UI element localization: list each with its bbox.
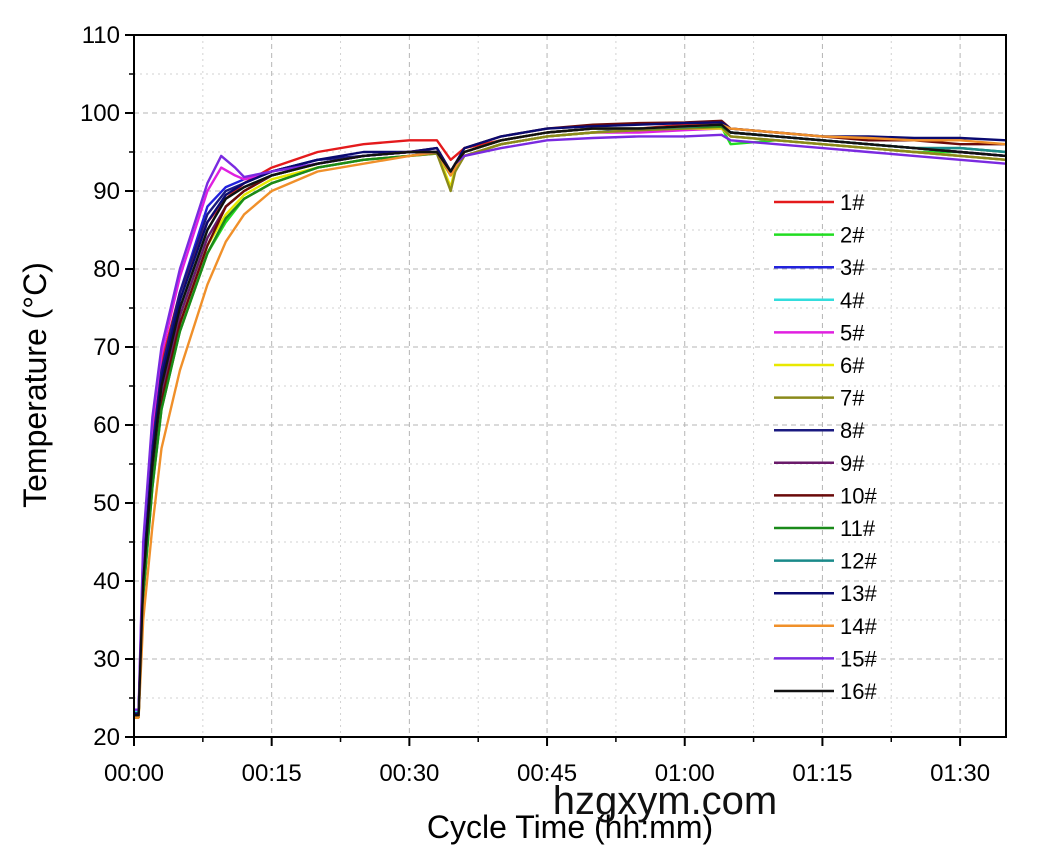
legend-label-2#: 2#	[840, 223, 865, 248]
legend-label-4#: 4#	[840, 288, 865, 313]
legend-label-10#: 10#	[840, 483, 877, 508]
watermark-text: hzgxym.com	[553, 779, 778, 823]
y-tick-label: 50	[93, 490, 120, 517]
series-line-14#	[134, 123, 1007, 719]
y-tick-label: 80	[93, 256, 120, 283]
legend-label-9#: 9#	[840, 451, 865, 476]
legend-label-5#: 5#	[840, 320, 865, 345]
x-tick-label: 00:30	[379, 760, 439, 787]
x-tick-label: 01:15	[792, 760, 852, 787]
y-tick-label: 60	[93, 412, 120, 439]
y-tick-label: 70	[93, 334, 120, 361]
legend-label-14#: 14#	[840, 614, 877, 639]
legend-label-7#: 7#	[840, 386, 865, 411]
legend: 1# 2# 3# 4# 5# 6# 7# 8# 9# 10# 11# 12# 13# 14# 15# 16#	[774, 190, 877, 704]
series-lines	[134, 119, 1007, 719]
x-axis-title: Cycle Time (hh:mm)	[427, 809, 713, 845]
y-tick-label: 30	[93, 646, 120, 673]
x-tick-label: 00:45	[517, 760, 577, 787]
y-tick-label: 100	[80, 100, 120, 127]
x-tick-label: 01:00	[655, 760, 715, 787]
legend-label-11#: 11#	[840, 516, 876, 541]
y-axis-title: Temperature (°C)	[17, 262, 53, 508]
x-tick-label: 01:30	[930, 760, 990, 787]
legend-label-12#: 12#	[840, 549, 877, 574]
legend-label-3#: 3#	[840, 255, 865, 280]
series-line-16#	[134, 123, 1007, 717]
axis-ticks: 20 30 40 50 60 70 80 90 100 110 00:00 00:15 00:30 00:…	[80, 22, 990, 787]
legend-label-6#: 6#	[840, 353, 865, 378]
legend-label-8#: 8#	[840, 418, 865, 443]
y-tick-label: 20	[93, 724, 120, 751]
legend-label-16#: 16#	[840, 679, 877, 704]
legend-label-15#: 15#	[840, 646, 877, 671]
x-tick-label: 00:15	[242, 760, 302, 787]
x-tick-label: 00:00	[104, 760, 164, 787]
y-tick-label: 40	[93, 568, 120, 595]
legend-label-13#: 13#	[840, 581, 877, 606]
legend-label-1#: 1#	[840, 190, 865, 215]
y-tick-label: 90	[93, 178, 120, 205]
y-tick-label: 110	[82, 22, 120, 49]
